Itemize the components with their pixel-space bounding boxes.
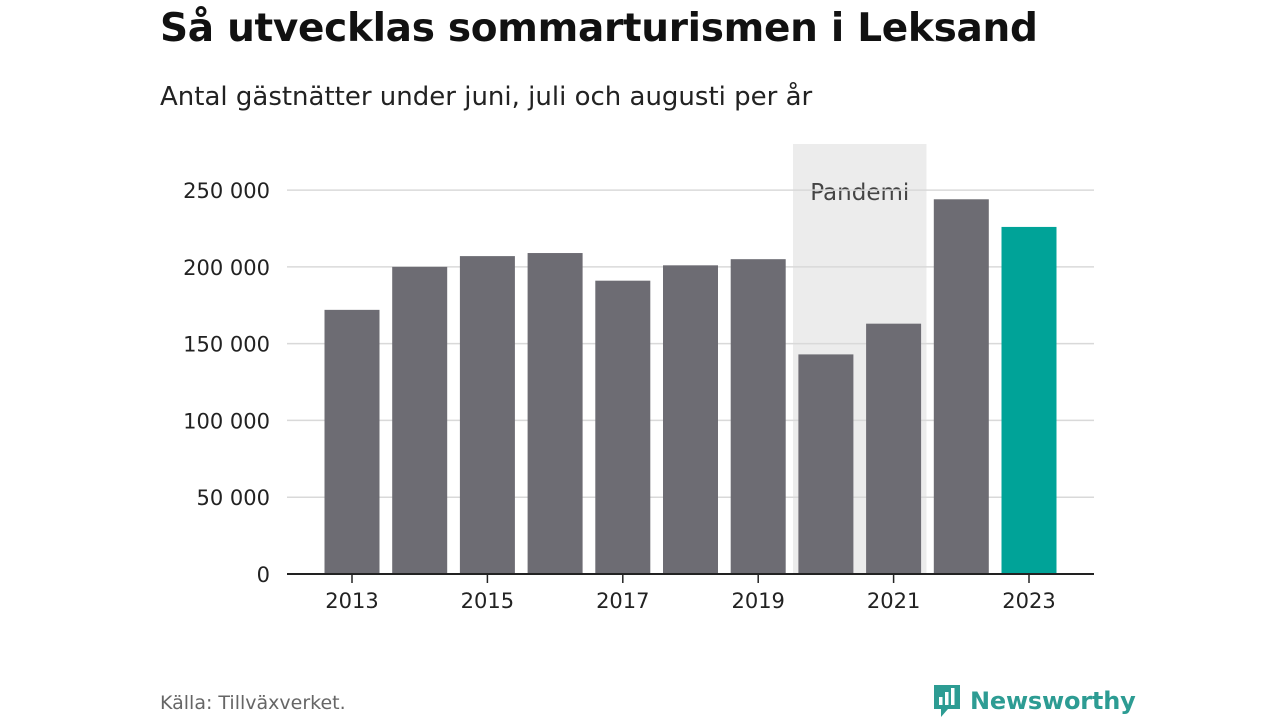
y-tick-label: 100 000 xyxy=(183,409,270,433)
bar-2018 xyxy=(663,265,718,574)
y-tick-label: 200 000 xyxy=(183,256,270,280)
y-tick-label: 50 000 xyxy=(197,486,270,510)
x-tick-label: 2015 xyxy=(461,589,514,613)
bar-2023 xyxy=(1001,226,1057,574)
x-tick-label: 2021 xyxy=(867,589,920,613)
x-tick-label: 2013 xyxy=(325,589,378,613)
y-tick-label: 0 xyxy=(257,563,270,587)
bar-2013 xyxy=(324,309,380,574)
x-tick-label: 2017 xyxy=(596,589,649,613)
bar-2021 xyxy=(866,323,922,574)
bar-2017 xyxy=(595,280,651,574)
y-tick-label: 150 000 xyxy=(183,333,270,357)
bar-2019 xyxy=(730,259,786,574)
brand-name: Newsworthy xyxy=(970,687,1136,715)
y-tick-label: 250 000 xyxy=(183,179,270,203)
bar-2022 xyxy=(933,199,989,575)
annotation-label: Pandemi xyxy=(810,180,909,206)
bar-2014 xyxy=(392,266,448,574)
bar-2015 xyxy=(459,256,515,574)
x-tick-label: 2023 xyxy=(1002,589,1055,613)
bar-chart: Pandemi 0 50 000 100 000 150 000 200 000 250 0… xyxy=(183,144,1094,613)
chart-subtitle: Antal gästnätter under juni, juli och au… xyxy=(160,82,813,112)
x-tick-label: 2019 xyxy=(731,589,784,613)
chart-title: Så utvecklas sommarturismen i Leksand xyxy=(160,6,1038,51)
newsworthy-brand[interactable]: Newsworthy xyxy=(932,683,1136,719)
newsworthy-logo-icon xyxy=(934,685,960,717)
source-note: Källa: Tillväxverket. xyxy=(160,692,346,714)
bar-2016 xyxy=(527,253,583,575)
bar-2020 xyxy=(798,354,854,574)
